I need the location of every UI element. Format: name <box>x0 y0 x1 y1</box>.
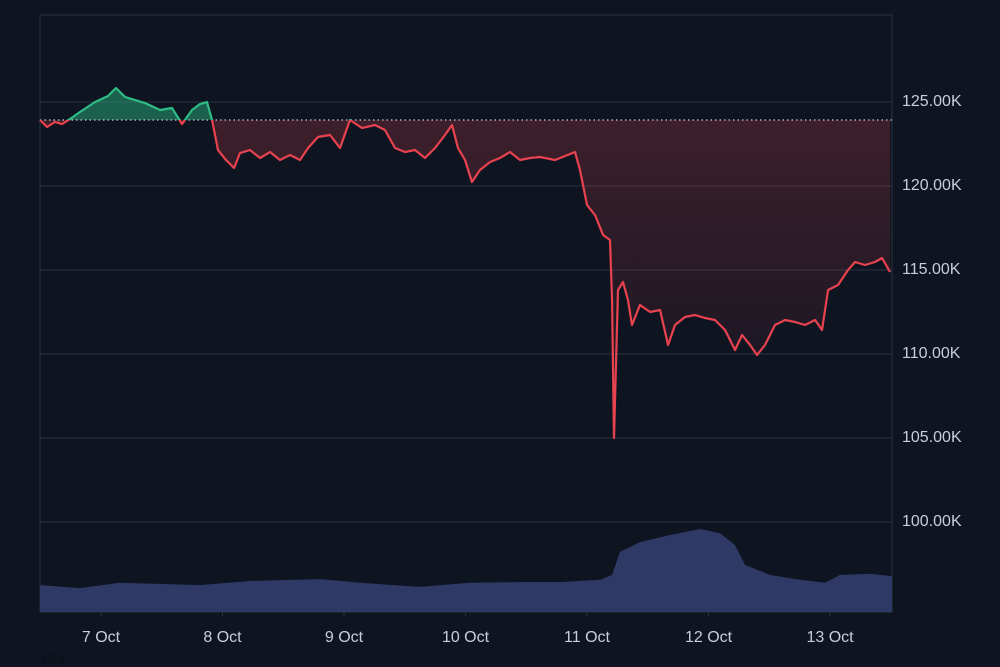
x-tick-label: 12 Oct <box>685 629 733 646</box>
y-tick-label: 110.00K <box>902 345 961 362</box>
x-tick-label: 8 Oct <box>203 629 242 646</box>
y-tick-label: 120.00K <box>902 177 962 194</box>
y-tick-label: 115.00K <box>902 261 961 278</box>
x-tick-label: 9 Oct <box>325 629 364 646</box>
x-tick-label: 10 Oct <box>442 629 490 646</box>
price-line <box>39 86 892 440</box>
y-tick-label: 105.00K <box>902 429 962 446</box>
volume-area <box>40 529 892 612</box>
y-tick-label: 100.00K <box>902 513 962 530</box>
x-tick-label: 7 Oct <box>82 629 121 646</box>
marks <box>39 86 892 612</box>
footer-text: 124 <box>40 651 65 667</box>
y-tick-label: 125.00K <box>902 93 962 110</box>
x-tick-label: 13 Oct <box>806 629 854 646</box>
x-tick-label: 11 Oct <box>564 629 611 646</box>
price-area <box>40 88 891 439</box>
labels: 100.00K 105.00K 110.00K 115.00K 120.00K 125.0… <box>82 93 962 646</box>
